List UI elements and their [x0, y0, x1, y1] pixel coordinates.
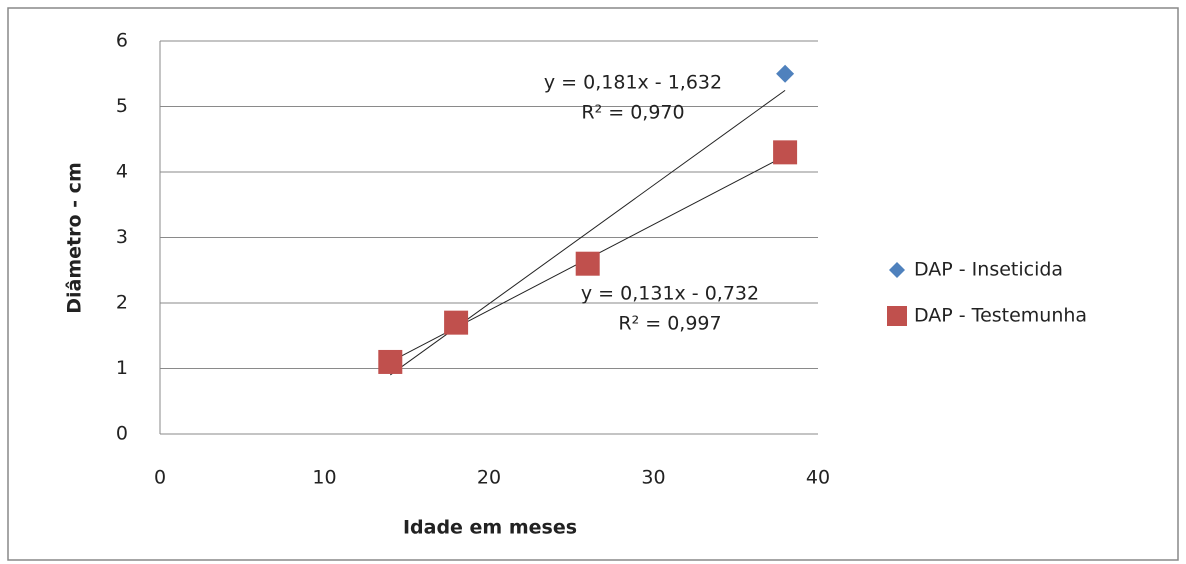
chart-border	[7, 7, 1179, 561]
y-tick-label: 4	[116, 161, 128, 183]
trendline-equation: y = 0,131x - 0,732	[581, 283, 759, 305]
y-tick-label: 1	[116, 357, 128, 379]
data-point	[444, 310, 469, 335]
y-tick-label: 3	[116, 226, 128, 248]
legend-label: DAP - Testemunha	[914, 305, 1087, 327]
x-tick-label: 0	[154, 467, 166, 489]
trendline-r2: R² = 0,997	[618, 313, 721, 335]
y-tick-label: 5	[116, 95, 128, 117]
y-tick-label: 2	[116, 292, 128, 314]
trendline-r2: R² = 0,970	[581, 102, 684, 124]
x-tick-label: 30	[641, 467, 665, 489]
legend-label: DAP - Inseticida	[914, 259, 1063, 281]
legend-marker	[889, 262, 905, 278]
y-tick-label: 6	[116, 30, 128, 52]
x-axis-title: Idade em meses	[403, 517, 577, 539]
x-tick-label: 10	[312, 467, 336, 489]
y-axis-title: Diâmetro - cm	[64, 162, 86, 313]
x-tick-label: 20	[477, 467, 501, 489]
data-point	[575, 251, 600, 276]
data-point	[378, 349, 403, 374]
data-point	[776, 64, 795, 83]
x-tick-label: 40	[806, 467, 830, 489]
legend-marker	[887, 306, 907, 326]
data-point	[773, 140, 798, 165]
trendline-equation: y = 0,181x - 1,632	[544, 72, 722, 94]
y-tick-label: 0	[116, 423, 128, 445]
